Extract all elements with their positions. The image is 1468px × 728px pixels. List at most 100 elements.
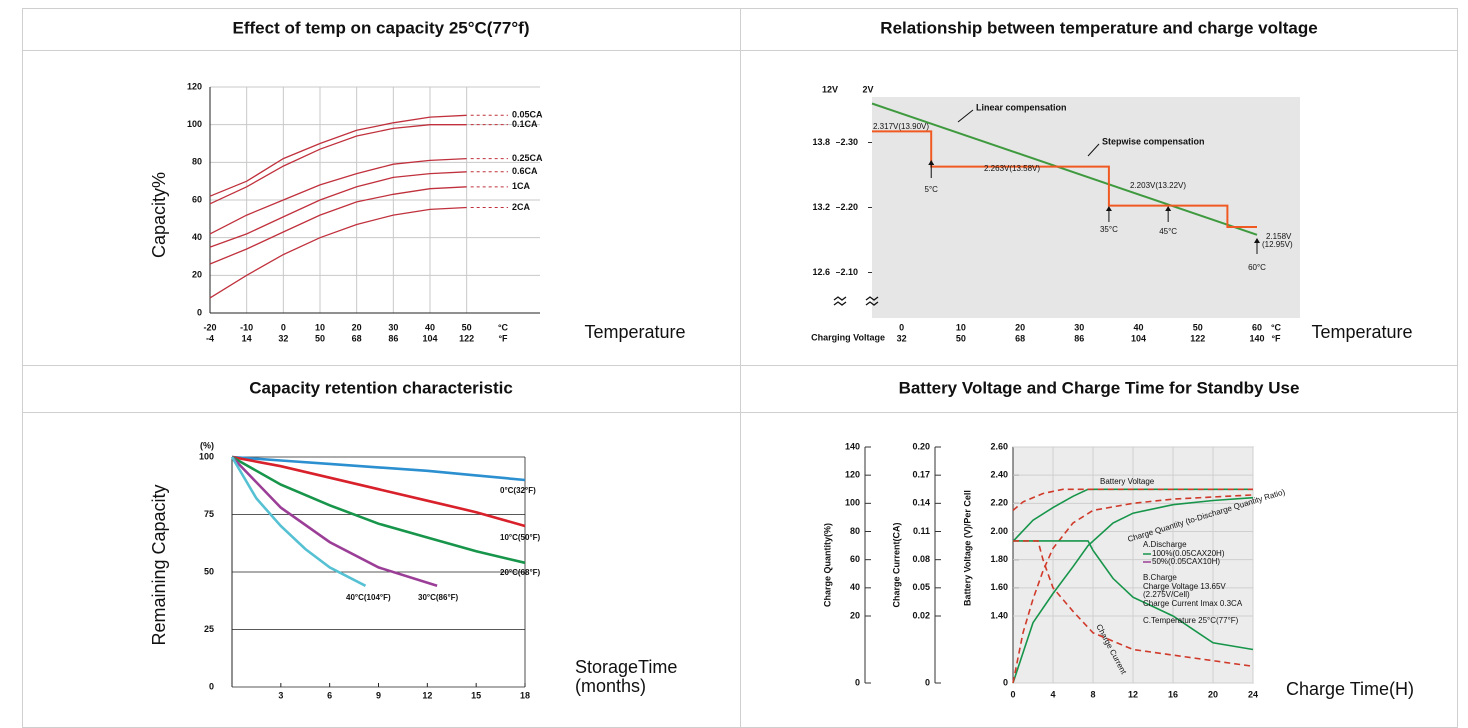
y-tick-label: 40 bbox=[192, 232, 202, 242]
line bbox=[231, 455, 526, 565]
panel-title: Effect of temp on capacity 25°C(77°f) bbox=[233, 18, 530, 37]
y-tick-label: 0.14 bbox=[912, 498, 930, 508]
y-tick-label: 0 bbox=[209, 681, 214, 691]
y-tick-label: 2.10 bbox=[840, 267, 858, 277]
y-tick-label: 0.17 bbox=[912, 470, 930, 480]
y-tick-label: 1.80 bbox=[990, 554, 1008, 564]
x-tick-label: 20 bbox=[1015, 322, 1025, 332]
x2-unit: °F bbox=[1271, 333, 1281, 343]
x-tick-label: 0 bbox=[1010, 689, 1015, 699]
panel-title: Battery Voltage and Charge Time for Stan… bbox=[899, 378, 1300, 397]
legend-title: A.Discharge bbox=[1143, 540, 1187, 549]
x-tick-label: 30 bbox=[1074, 322, 1084, 332]
y-tick-label: 120 bbox=[845, 470, 860, 480]
line bbox=[231, 455, 526, 528]
y-axis-label: Battery Voltage (V)/Per Cell bbox=[962, 490, 972, 606]
x-tick-label: 3 bbox=[278, 690, 283, 700]
x2-tick-label: 104 bbox=[1131, 333, 1146, 343]
x-tick-label: 16 bbox=[1168, 689, 1178, 699]
x-tick-label: 15 bbox=[471, 690, 481, 700]
annotation: 2.158V bbox=[1266, 232, 1292, 241]
line bbox=[1013, 540, 1254, 651]
x-tick-label: 6 bbox=[327, 690, 332, 700]
series-label: 0.05CA bbox=[512, 110, 543, 120]
x2-tick-label: 140 bbox=[1249, 333, 1264, 343]
series-label: 1CA bbox=[512, 181, 531, 191]
y-tick-label: 100 bbox=[845, 498, 860, 508]
pointer bbox=[957, 109, 974, 123]
y2-tick-label: 13.2 bbox=[812, 202, 830, 212]
x2-tick-label: -4 bbox=[206, 333, 214, 343]
x-tick-label: 12 bbox=[422, 690, 432, 700]
y-tick-label: 100 bbox=[199, 451, 214, 461]
y-axis-label: Remaining Capacity bbox=[149, 484, 169, 645]
x2-tick-label: 32 bbox=[897, 333, 907, 343]
x-tick-label: 40 bbox=[425, 322, 435, 332]
y-tick-label: 60 bbox=[850, 554, 860, 564]
series-label: Stepwise compensation bbox=[1102, 136, 1205, 146]
note: B.Charge bbox=[1143, 573, 1177, 582]
series-label: 0.25CA bbox=[512, 153, 543, 163]
y-unit: (%) bbox=[200, 440, 214, 450]
x2-tick-label: 50 bbox=[956, 333, 966, 343]
y-tick-label: 60 bbox=[192, 194, 202, 204]
x2-tick-label: 68 bbox=[352, 333, 362, 343]
note: C.Temperature 25°C(77°F) bbox=[1143, 616, 1239, 625]
y-axis-label: Capacity% bbox=[149, 172, 169, 258]
annotation: 2.203V(13.22V) bbox=[1130, 181, 1186, 190]
axis-break bbox=[833, 296, 847, 306]
y-tick-label: 20 bbox=[192, 270, 202, 280]
y-tick-label: 0.11 bbox=[913, 526, 930, 536]
x2-tick-label: 86 bbox=[1074, 333, 1084, 343]
plot-area bbox=[872, 97, 1300, 318]
line bbox=[230, 456, 367, 587]
x-tick-label: 60 bbox=[1252, 322, 1262, 332]
line bbox=[1012, 488, 1253, 542]
y-tick-label: 140 bbox=[845, 441, 860, 451]
line bbox=[209, 171, 467, 248]
x-tick-label: 9 bbox=[376, 690, 381, 700]
y-tick-label: 2.00 bbox=[990, 526, 1008, 536]
x2-tick-label: 122 bbox=[1190, 333, 1205, 343]
y-tick-label: 2.60 bbox=[990, 441, 1008, 451]
x2-tick-label: 122 bbox=[459, 333, 474, 343]
y-tick-label: 2.20 bbox=[840, 202, 858, 212]
y-axis-label: Charge Current(CA) bbox=[891, 522, 901, 607]
line bbox=[1012, 488, 1253, 512]
x-axis-label: Temperature bbox=[584, 322, 685, 342]
line bbox=[231, 456, 438, 588]
y-tick-label: 0 bbox=[855, 677, 860, 687]
x-tick-label: 12 bbox=[1128, 689, 1138, 699]
y-tick-label: 50 bbox=[204, 566, 214, 576]
x2-tick-label: 14 bbox=[242, 333, 252, 343]
y-tick-label: 80 bbox=[850, 526, 860, 536]
annotation: (12.95V) bbox=[1262, 240, 1293, 249]
line bbox=[209, 114, 467, 197]
series-label: 0.1CA bbox=[512, 119, 538, 129]
x-tick-label: 10 bbox=[956, 322, 966, 332]
x-axis-prefix: Charging Voltage bbox=[811, 332, 885, 342]
x-axis-label: StorageTime bbox=[575, 657, 677, 677]
y-tick-label: 0 bbox=[925, 677, 930, 687]
panel-title: Relationship between temperature and cha… bbox=[880, 18, 1317, 37]
y-tick-label: 40 bbox=[850, 582, 860, 592]
axis-break bbox=[865, 296, 879, 306]
arrow-head bbox=[1165, 206, 1172, 211]
y2-tick-label: 12.6 bbox=[812, 267, 830, 277]
x2-tick-label: 68 bbox=[1015, 333, 1025, 343]
y2-tick-label: 13.8 bbox=[812, 137, 830, 147]
marker-label: 60°C bbox=[1248, 263, 1266, 272]
y-tick-label: 0.02 bbox=[912, 610, 930, 620]
series-label: Battery Voltage bbox=[1100, 477, 1155, 486]
x-axis-label: Charge Time(H) bbox=[1286, 679, 1414, 699]
arrow-head bbox=[1254, 238, 1260, 243]
y-tick-label: 1.40 bbox=[990, 610, 1008, 620]
legend-label: 100%(0.05CAX20H) bbox=[1152, 549, 1225, 558]
x-tick-label: 4 bbox=[1050, 689, 1055, 699]
series-label: 0.6CA bbox=[512, 166, 538, 176]
y-tick-label: 0 bbox=[1003, 677, 1008, 687]
line bbox=[209, 206, 467, 299]
marker-label: 5°C bbox=[925, 185, 939, 194]
y2-unit: 12V bbox=[822, 84, 838, 94]
